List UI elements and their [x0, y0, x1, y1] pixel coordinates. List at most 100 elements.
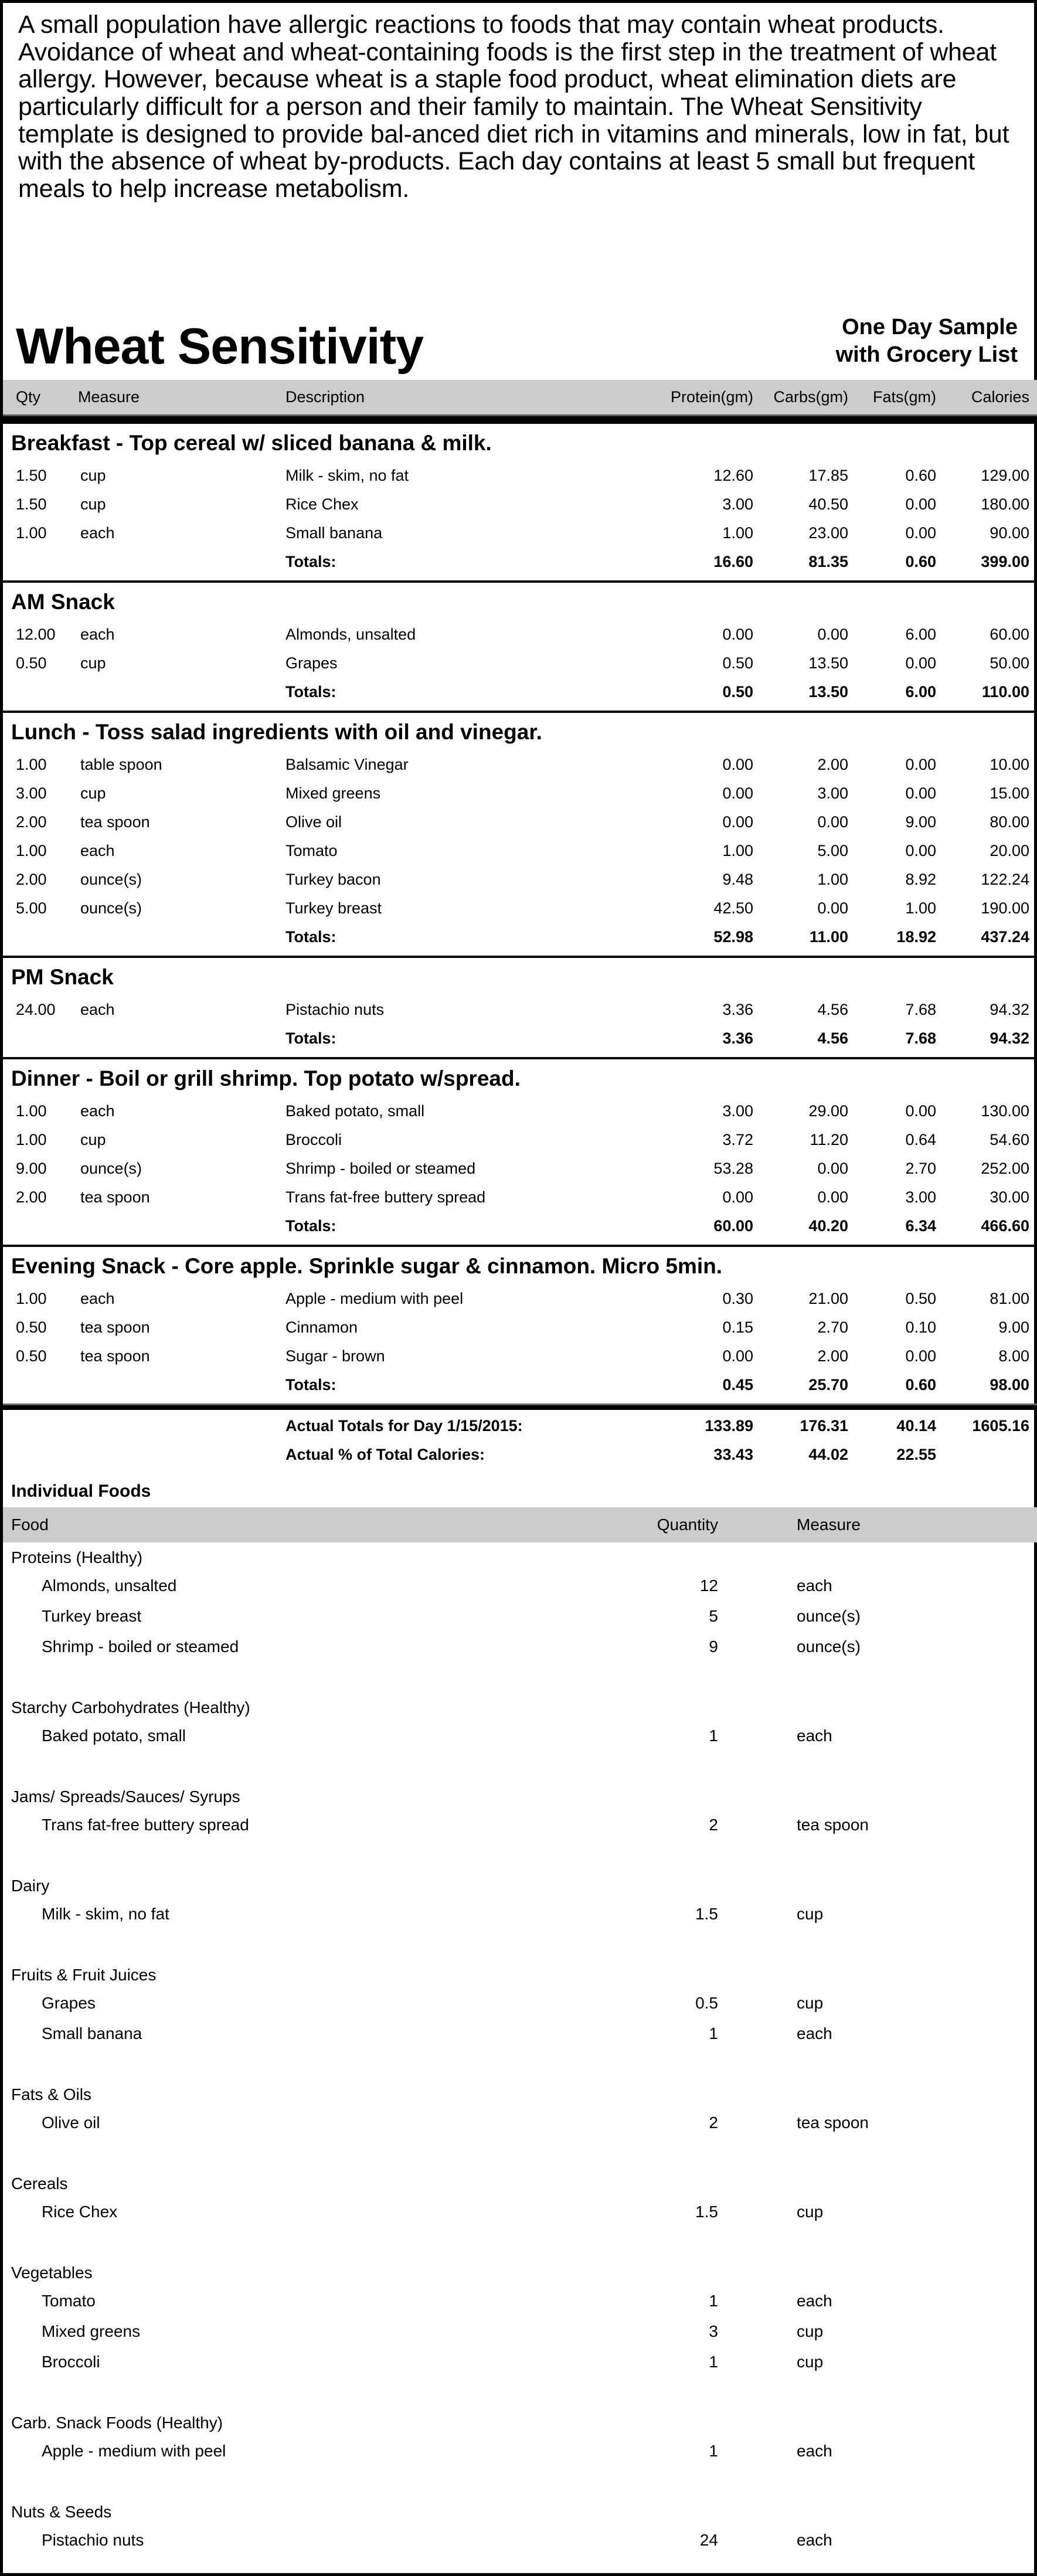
cell-qty: 1.00 [16, 1131, 47, 1149]
cell-protein: 0.30 [722, 1290, 753, 1308]
table-row: 9.00 ounce(s) Shrimp - boiled or steamed 53… [3, 1154, 1037, 1183]
category-spacer [3, 2466, 1037, 2493]
individual-foods-header-row: Food Quantity Measure [3, 1507, 1037, 1543]
cell-protein: 1.00 [722, 842, 753, 860]
cell-fats: 2.70 [905, 1160, 936, 1178]
percent-calories-row: Actual % of Total Calories: 33.43 44.02 22.… [3, 1439, 1037, 1474]
food-category-row: Fruits & Fruit Juices [3, 1956, 1037, 1988]
col-header-protein: Protein(gm) [664, 380, 764, 416]
item-food: Trans fat-free buttery spread [42, 1816, 249, 1834]
cell-description: Broccoli [285, 1131, 342, 1149]
cell-description: Turkey bacon [285, 871, 381, 889]
cell-blank [3, 1212, 78, 1246]
item-food: Almonds, unsalted [42, 1576, 177, 1595]
intro-paragraph: A small population have allergic reactio… [18, 11, 1009, 203]
totals-protein: 16.60 [713, 553, 753, 571]
list-item: Turkey breast 5 ounce(s) [3, 1601, 1037, 1632]
meal-table-header-row: Qty Measure Description Protein(gm) Carb… [3, 380, 1037, 416]
category-spacer [3, 1751, 1037, 1778]
meal-section-header: Dinner - Boil or grill shrimp. Top potat… [3, 1057, 1037, 1097]
meal-totals-row: Totals: 3.36 4.56 7.68 94.32 [3, 1024, 1037, 1058]
table-row: 1.00 each Baked potato, small 3.00 29.00 0.00… [3, 1097, 1037, 1126]
table-row: 1.00 each Small banana 1.00 23.00 0.00 90.00 [3, 519, 1037, 548]
cell-protein: 3.00 [722, 1102, 753, 1120]
table-row: 0.50 tea spoon Cinnamon 0.15 2.70 0.10 9.00 [3, 1313, 1037, 1342]
cell-blank [78, 1439, 277, 1474]
subtitle-line-1: One Day Sample [842, 315, 1018, 340]
totals-protein: 60.00 [713, 1217, 753, 1235]
table-row: 1.00 cup Broccoli 3.72 11.20 0.64 54.60 [3, 1126, 1037, 1154]
cell-qty: 1.50 [16, 467, 47, 485]
cell-calories: 10.00 [990, 756, 1029, 774]
cell-blank [3, 1024, 78, 1058]
cell-calories: 30.00 [990, 1188, 1029, 1207]
list-item: Apple - medium with peel 1 each [3, 2436, 1037, 2466]
item-food: Pistachio nuts [42, 2531, 144, 2550]
cell-measure: tea spoon [80, 1188, 150, 1207]
cell-carbs: 4.56 [817, 1001, 848, 1019]
cell-carbs: 2.00 [817, 1347, 848, 1365]
totals-calories: 94.32 [990, 1029, 1029, 1048]
food-category-name: Proteins (Healthy) [11, 1548, 143, 1567]
cell-calories: 9.00 [998, 1318, 1029, 1337]
food-category-name: Carb. Snack Foods (Healthy) [11, 2414, 223, 2432]
page-subtitle: One Day Sample with Grocery List [836, 314, 1018, 372]
cell-carbs: 3.00 [817, 784, 848, 803]
totals-fats: 0.60 [905, 1376, 936, 1394]
table-row: 2.00 tea spoon Trans fat-free buttery spre… [3, 1183, 1037, 1212]
cell-qty: 0.50 [16, 1347, 47, 1365]
cell-description: Trans fat-free buttery spread [285, 1188, 486, 1207]
food-category-row: Dairy [3, 1867, 1037, 1899]
individual-foods-table: Food Quantity Measure Proteins (Healthy)… [3, 1507, 1037, 2555]
cell-calories: 50.00 [990, 654, 1029, 672]
item-quantity: 1 [709, 1727, 718, 1745]
cell-description: Grapes [285, 654, 338, 672]
cell-measure: each [80, 1102, 115, 1120]
food-category-row: Fats & Oils [3, 2076, 1037, 2108]
item-measure: each [797, 2442, 832, 2461]
item-measure: tea spoon [797, 2113, 869, 2132]
category-spacer [3, 1662, 1037, 1689]
cell-calories: 60.00 [990, 626, 1029, 644]
cell-protein: 42.50 [713, 899, 753, 917]
meal-totals-row: Totals: 0.50 13.50 6.00 110.00 [3, 678, 1037, 712]
item-measure: tea spoon [797, 1816, 869, 1834]
cell-measure: tea spoon [80, 1347, 150, 1365]
cell-measure: ounce(s) [80, 899, 142, 917]
col-header-measure2: Measure [788, 1507, 1037, 1543]
item-measure: each [797, 2531, 832, 2550]
actual-totals-protein: 133.89 [705, 1417, 753, 1435]
food-category-row: Starchy Carbohydrates (Healthy) [3, 1689, 1037, 1721]
table-row: 1.00 each Apple - medium with peel 0.30 21.0… [3, 1284, 1037, 1313]
cell-carbs: 5.00 [817, 842, 848, 860]
meal-totals-row: Totals: 16.60 81.35 0.60 399.00 [3, 548, 1037, 582]
table-row: 5.00 ounce(s) Turkey breast 42.50 0.00 1.00 19… [3, 894, 1037, 923]
cell-description: Apple - medium with peel [285, 1290, 464, 1308]
list-item: Broccoli 1 cup [3, 2347, 1037, 2377]
cell-protein: 3.36 [722, 1001, 753, 1019]
meal-table-body: Breakfast - Top cereal w/ sliced banana … [3, 414, 1037, 1475]
cell-protein: 0.15 [722, 1318, 753, 1337]
cell-protein: 0.00 [722, 756, 753, 774]
totals-protein: 0.50 [722, 683, 753, 701]
cell-qty: 2.00 [16, 813, 47, 831]
item-quantity: 2 [709, 2113, 718, 2132]
cell-blank [78, 1410, 277, 1439]
cell-qty: 1.00 [16, 524, 47, 542]
food-category-row: Cereals [3, 2165, 1037, 2197]
food-category-row: Jams/ Spreads/Sauces/ Syrups [3, 1778, 1037, 1810]
category-spacer [3, 1929, 1037, 1956]
cell-qty: 2.00 [16, 871, 47, 889]
food-category-row: Vegetables [3, 2254, 1037, 2286]
cell-protein: 3.00 [722, 495, 753, 514]
meal-section-header: PM Snack [3, 956, 1037, 996]
meal-section-title: Lunch - Toss salad ingredients with oil … [3, 711, 1037, 751]
cell-fats: 0.60 [905, 467, 936, 485]
header-rule-row [3, 414, 1037, 423]
cell-description: Sugar - brown [285, 1347, 385, 1365]
item-measure: ounce(s) [797, 1637, 861, 1656]
cell-measure: each [80, 524, 115, 542]
item-food: Grapes [42, 1994, 96, 2013]
item-quantity: 1 [709, 2024, 718, 2043]
individual-foods-header: Food Quantity Measure [3, 1507, 1037, 1543]
